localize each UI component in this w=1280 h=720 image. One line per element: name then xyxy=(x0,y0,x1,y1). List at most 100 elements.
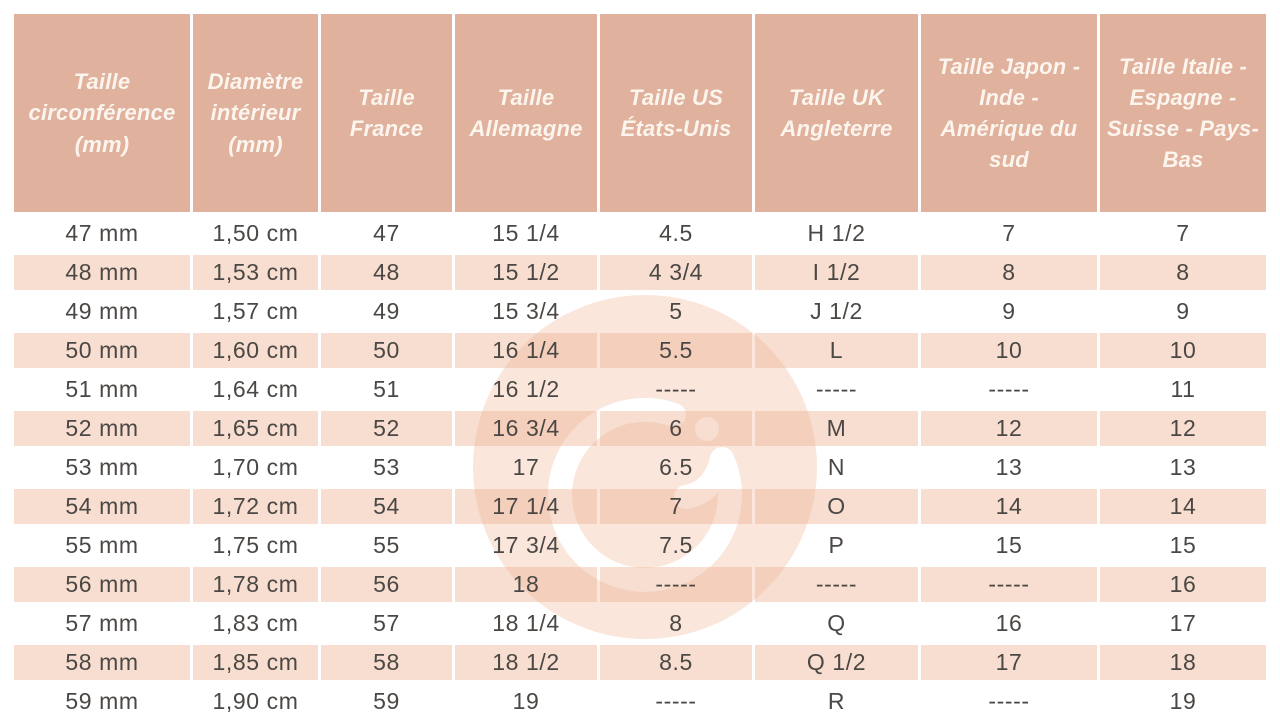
table-row: 47 mm 1,50 cm 47 15 1/4 4.5 H 1/2 7 7 xyxy=(14,216,1266,251)
table-cell: 52 xyxy=(321,411,452,446)
table-cell: 8 xyxy=(1100,255,1266,290)
header-row: Taille circonférence (mm) Diamètre intér… xyxy=(14,14,1266,212)
table-cell: ----- xyxy=(921,567,1097,602)
table-cell: 14 xyxy=(1100,489,1266,524)
table-cell: 18 1/2 xyxy=(455,645,597,680)
table-cell: Q xyxy=(827,610,846,636)
col-header-circonference: Taille circonférence (mm) xyxy=(14,14,190,212)
table-cell: 4 3/4 xyxy=(600,255,752,290)
table-row: 49 mm 1,57 cm 49 15 3/4 5 J 1/2 9 9 xyxy=(14,294,1266,329)
table-cell: ----- xyxy=(655,376,697,402)
table-cell: ----- xyxy=(988,376,1030,402)
table-cell: 18 1/4 xyxy=(492,610,560,636)
table-cell: 54 mm xyxy=(14,489,190,524)
table-cell: 7 xyxy=(1002,220,1016,246)
table-cell: 4.5 xyxy=(659,220,693,246)
table-cell: 17 xyxy=(921,645,1097,680)
table-cell: 49 xyxy=(373,298,400,324)
table-cell: 58 mm xyxy=(14,645,190,680)
table-cell: 15 3/4 xyxy=(492,298,560,324)
table-cell: 10 xyxy=(1100,333,1266,368)
table-cell: 57 xyxy=(373,610,400,636)
table-cell: 1,78 cm xyxy=(193,567,318,602)
table-cell: 11 xyxy=(1170,376,1196,402)
table-cell: 16 xyxy=(995,610,1023,636)
table-cell: 53 mm xyxy=(65,454,139,480)
col-header-diametre: Diamètre intérieur (mm) xyxy=(193,14,318,212)
table-cell: 1,70 cm xyxy=(212,454,299,480)
table-cell: 58 xyxy=(321,645,452,680)
table-cell: ----- xyxy=(600,567,752,602)
table-cell: 1,90 cm xyxy=(212,688,299,714)
table-cell: 6.5 xyxy=(659,454,693,480)
table-cell: 12 xyxy=(921,411,1097,446)
table-cell: 1,75 cm xyxy=(212,532,299,558)
table-cell: 17 3/4 xyxy=(492,532,560,558)
table-cell: 1,85 cm xyxy=(193,645,318,680)
table-cell: 47 xyxy=(373,220,400,246)
table-cell: 17 xyxy=(512,454,540,480)
table-cell: 47 mm xyxy=(65,220,139,246)
table-row: 51 mm 1,64 cm 51 16 1/2 ----- ----- ----- 11 xyxy=(14,372,1266,407)
col-header-japon: Taille Japon - Inde - Amérique du sud xyxy=(921,14,1097,212)
table-cell: 59 xyxy=(373,688,400,714)
table-cell: I 1/2 xyxy=(755,255,918,290)
table-cell: 8 xyxy=(669,610,683,636)
table-cell: 15 xyxy=(995,532,1023,558)
table-cell: 15 1/2 xyxy=(455,255,597,290)
table-cell: 1,83 cm xyxy=(212,610,299,636)
table-cell: 18 xyxy=(1100,645,1266,680)
table-cell: 17 xyxy=(1169,610,1197,636)
table-cell: 10 xyxy=(921,333,1097,368)
table-cell: 7 xyxy=(1176,220,1190,246)
table-cell: 52 mm xyxy=(14,411,190,446)
table-cell: 16 1/2 xyxy=(492,376,560,402)
table-row: 57 mm 1,83 cm 57 18 1/4 8 Q 16 17 xyxy=(14,606,1266,641)
table-cell: ----- xyxy=(988,688,1030,714)
table-cell: 9 xyxy=(1002,298,1016,324)
table-cell: 16 3/4 xyxy=(455,411,597,446)
table-cell: L xyxy=(755,333,918,368)
table-cell: 50 mm xyxy=(14,333,190,368)
table-cell: 1,53 cm xyxy=(193,255,318,290)
table-cell: ----- xyxy=(815,376,858,402)
table-cell: 55 xyxy=(373,532,400,558)
table-cell: 59 mm xyxy=(65,688,139,714)
table-cell: 1,65 cm xyxy=(193,411,318,446)
table-row: 54 mm 1,72 cm 54 17 1/4 7 O 14 14 xyxy=(14,489,1266,524)
table-row: 53 mm 1,70 cm 53 17 6.5 N 13 13 xyxy=(14,450,1266,485)
table-cell: 19 xyxy=(512,688,540,714)
table-cell: 51 mm xyxy=(65,376,139,402)
table-cell: 15 1/4 xyxy=(492,220,560,246)
table-cell: R xyxy=(827,688,846,714)
table-cell: 1,60 cm xyxy=(193,333,318,368)
table-row: 56 mm 1,78 cm 56 18 ----- ----- ----- 16 xyxy=(14,567,1266,602)
table-cell: 13 xyxy=(1169,454,1197,480)
table-cell: Q 1/2 xyxy=(755,645,918,680)
table-body: 47 mm 1,50 cm 47 15 1/4 4.5 H 1/2 7 7 48 mm 1,53 … xyxy=(14,216,1266,719)
table-cell: P xyxy=(828,532,845,558)
table-cell: H 1/2 xyxy=(807,220,866,246)
table-cell: J 1/2 xyxy=(810,298,863,324)
table-row: 58 mm 1,85 cm 58 18 1/2 8.5 Q 1/2 17 18 xyxy=(14,645,1266,680)
table-cell: 55 mm xyxy=(65,532,139,558)
table-cell: 50 xyxy=(321,333,452,368)
table-cell: O xyxy=(755,489,918,524)
table-cell: 15 xyxy=(1169,532,1197,558)
table-cell: 48 xyxy=(321,255,452,290)
table-cell: 56 xyxy=(321,567,452,602)
col-header-allemagne: Taille Allemagne xyxy=(455,14,597,212)
table-cell: 49 mm xyxy=(65,298,139,324)
table-row: 50 mm 1,60 cm 50 16 1/4 5.5 L 10 10 xyxy=(14,333,1266,368)
table-cell: N xyxy=(827,454,846,480)
table-cell: ----- xyxy=(655,688,697,714)
table-cell: 51 xyxy=(373,376,400,402)
table-cell: 13 xyxy=(995,454,1023,480)
table-cell: 18 xyxy=(455,567,597,602)
ring-size-conversion-table: Taille circonférence (mm) Diamètre intér… xyxy=(11,10,1269,720)
table-cell: 14 xyxy=(921,489,1097,524)
table-cell: 6 xyxy=(600,411,752,446)
table-row: 59 mm 1,90 cm 59 19 ----- R ----- 19 xyxy=(14,684,1266,719)
col-header-uk: Taille UK Angleterre xyxy=(755,14,918,212)
